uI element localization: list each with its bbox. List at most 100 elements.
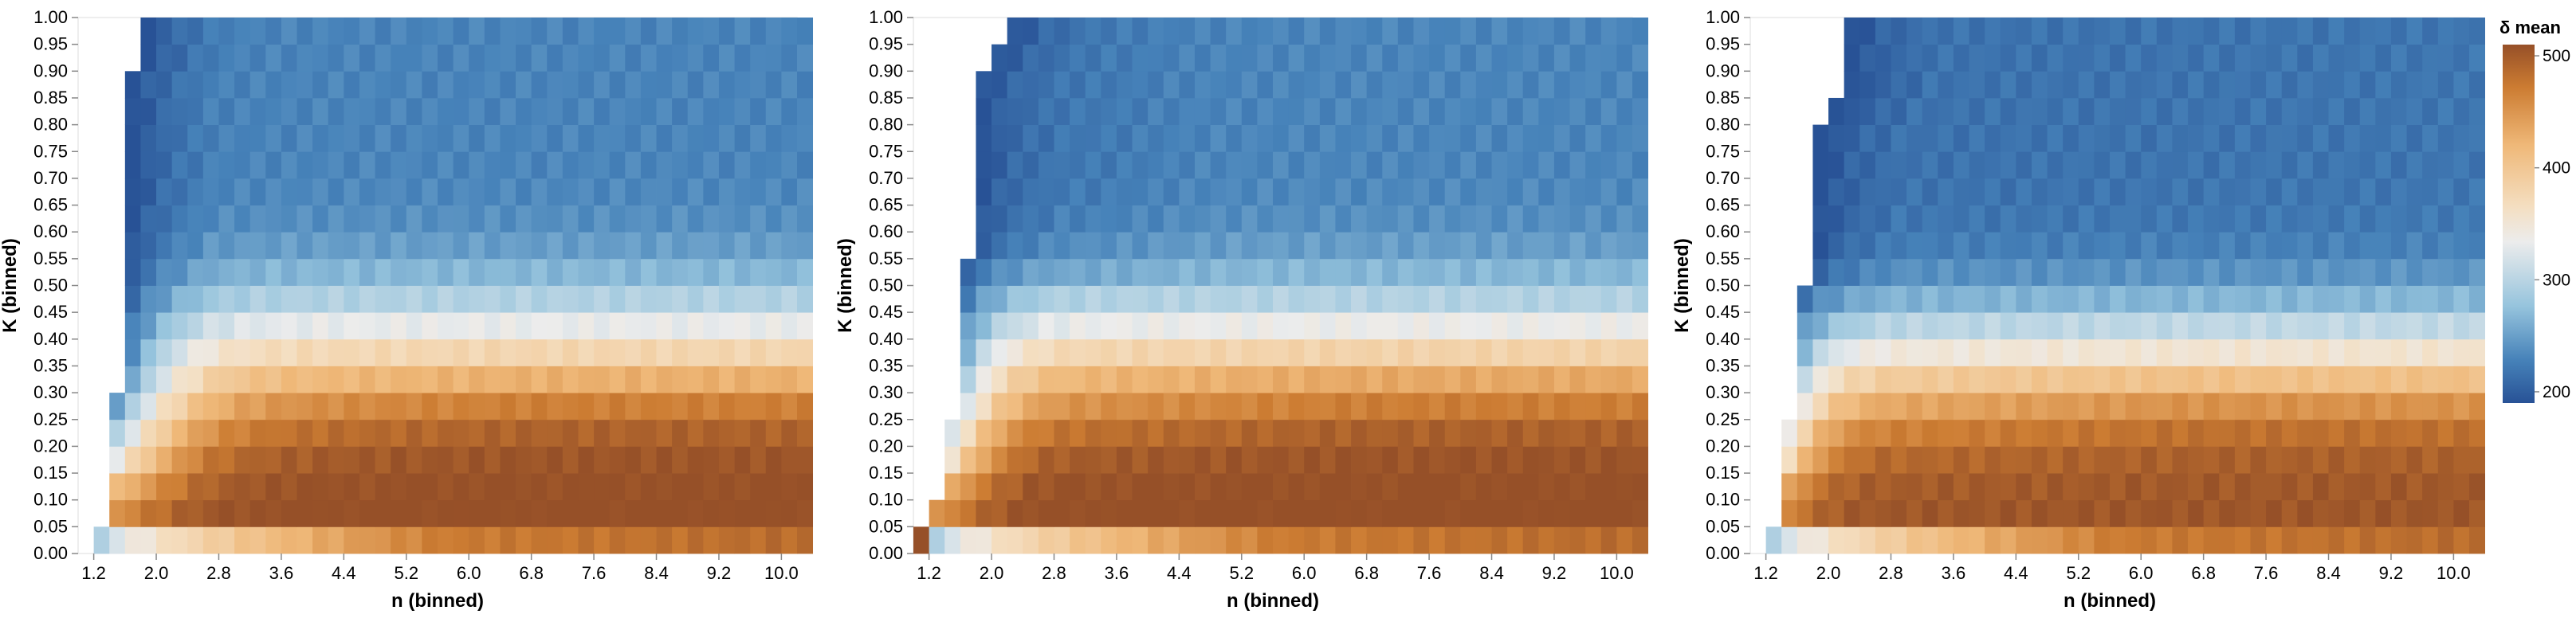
heatmap-cell <box>1132 71 1149 99</box>
heatmap-cell <box>1429 124 1446 152</box>
heatmap-cell <box>672 97 689 125</box>
heatmap-cell <box>609 71 626 99</box>
heatmap-cell <box>391 97 407 125</box>
heatmap-cell <box>1953 473 1969 501</box>
heatmap-cell <box>656 446 673 474</box>
heatmap-cell <box>2219 393 2236 421</box>
heatmap-cell <box>500 419 516 447</box>
heatmap-cell <box>2078 258 2095 286</box>
heatmap-cell <box>422 71 438 99</box>
heatmap-cell <box>2000 446 2016 474</box>
heatmap-cell <box>1906 285 1923 313</box>
heatmap-cell <box>218 97 235 125</box>
heatmap-cell <box>2188 124 2205 152</box>
heatmap-cell <box>484 97 501 125</box>
heatmap-cell <box>328 473 344 501</box>
heatmap-cell <box>1828 178 1845 205</box>
heatmap-cell <box>1413 526 1430 554</box>
heatmap-cell <box>2110 44 2126 72</box>
heatmap-cell <box>2234 97 2251 125</box>
heatmap-cell <box>406 124 422 152</box>
heatmap-cell <box>1538 44 1555 72</box>
heatmap-cell <box>2047 473 2064 501</box>
heatmap-cell <box>1023 97 1039 125</box>
heatmap-cell <box>2219 205 2236 233</box>
heatmap-cell <box>2422 473 2439 501</box>
heatmap-cell <box>140 124 157 152</box>
heatmap-cell <box>1475 44 1492 72</box>
heatmap-cell <box>2047 205 2064 233</box>
heatmap-cell <box>2078 393 2095 421</box>
heatmap-cell <box>1023 393 1039 421</box>
heatmap-cell <box>2328 18 2345 45</box>
heatmap-cell <box>1101 205 1117 233</box>
heatmap-cell <box>1632 312 1649 340</box>
heatmap-cell <box>1085 393 1101 421</box>
heatmap-cell <box>797 473 814 501</box>
heatmap-cell <box>1953 419 1969 447</box>
heatmap-cell <box>2328 97 2345 125</box>
heatmap-cell <box>1460 312 1477 340</box>
heatmap-cell <box>1491 178 1508 205</box>
heatmap-cell <box>2047 44 2064 72</box>
heatmap-cell <box>2063 258 2079 286</box>
heatmap-cell <box>609 393 626 421</box>
heatmap-cell <box>687 258 704 286</box>
heatmap-cell <box>1538 499 1555 527</box>
heatmap-cell <box>2094 499 2111 527</box>
heatmap-cell <box>516 71 532 99</box>
y-tick-label: 0.80 <box>1706 115 1740 135</box>
x-tick-label: 10.0 <box>764 563 799 583</box>
heatmap-cell <box>1938 258 1954 286</box>
heatmap-cell <box>516 205 532 233</box>
heatmap-cell <box>2266 312 2283 340</box>
heatmap-cell <box>2000 18 2016 45</box>
heatmap-cell <box>1163 526 1180 554</box>
y-tick-label: 0.25 <box>1706 409 1740 429</box>
y-tick-label: 0.70 <box>33 168 68 188</box>
heatmap-cell <box>1366 97 1383 125</box>
heatmap-cell <box>2390 18 2407 45</box>
heatmap-cell <box>2063 312 2079 340</box>
heatmap-cell <box>1875 526 1891 554</box>
heatmap-cell <box>1985 393 2001 421</box>
heatmap-cell <box>2297 419 2314 447</box>
heatmap-cell <box>422 338 438 366</box>
heatmap-cell <box>1319 312 1336 340</box>
heatmap-cell <box>1444 312 1461 340</box>
heatmap-cell <box>2234 446 2251 474</box>
heatmap-cell <box>391 446 407 474</box>
heatmap-cell <box>218 285 235 313</box>
heatmap-cell <box>1569 18 1586 45</box>
heatmap-cell <box>1828 393 1845 421</box>
heatmap-cell <box>2000 473 2016 501</box>
heatmap-cell <box>2078 205 2095 233</box>
heatmap-cell <box>1023 205 1039 233</box>
heatmap-cell <box>1351 232 1368 260</box>
heatmap-cell <box>469 526 485 554</box>
heatmap-cell <box>124 285 141 313</box>
heatmap-cell <box>656 44 673 72</box>
heatmap-cell <box>469 44 485 72</box>
heatmap-cell <box>375 499 391 527</box>
heatmap-cell <box>594 338 611 366</box>
heatmap-cell <box>265 446 282 474</box>
heatmap-cell <box>1985 446 2001 474</box>
heatmap-cell <box>625 258 642 286</box>
heatmap-cell <box>156 151 173 179</box>
heatmap-cell <box>1413 285 1430 313</box>
heatmap-cell <box>2297 44 2314 72</box>
heatmap-cell <box>609 18 626 45</box>
heatmap-cell <box>672 258 689 286</box>
heatmap-cell <box>1507 71 1524 99</box>
heatmap-cell <box>375 526 391 554</box>
heatmap-cell <box>2344 473 2361 501</box>
heatmap-cell <box>976 97 992 125</box>
heatmap-cell <box>703 205 720 233</box>
heatmap-cell <box>992 232 1008 260</box>
heatmap-cell <box>500 151 516 179</box>
heatmap-panel-3: 1.2 2.0 2.8 3.6 4.4 5.2 6.0 6.8 7.6 8.4 9.2 10.0n (… <box>1671 7 2486 612</box>
heatmap-cell <box>1891 312 1907 340</box>
heatmap-cell <box>1969 18 1985 45</box>
heatmap-cell <box>672 473 689 501</box>
